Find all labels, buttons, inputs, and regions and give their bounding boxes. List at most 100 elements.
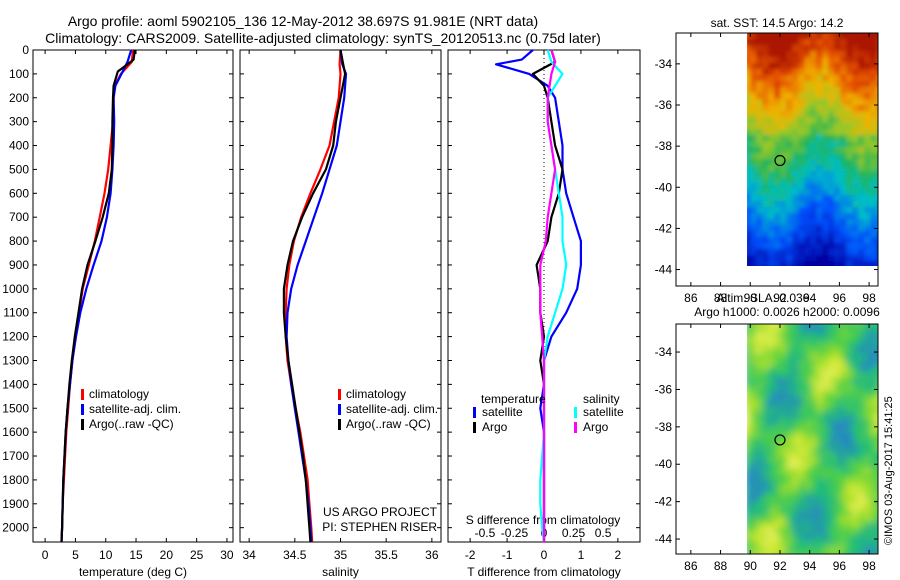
sla-map-cell: [870, 522, 877, 529]
sla-map-cell: [810, 486, 817, 493]
sla-map-cell: [834, 522, 841, 529]
sla-map-cell: [876, 468, 878, 475]
sst-map-cell: [846, 255, 853, 262]
sla-map-cell: [876, 420, 878, 427]
sla-map-cell: [780, 450, 787, 457]
sst-map-cell: [858, 249, 865, 256]
sla-map-title1: Altim. SLA: 0.036: [717, 291, 810, 305]
sla-map-cell: [762, 486, 769, 493]
sla-map-cell: [852, 426, 859, 433]
sst-map-cell: [810, 117, 817, 124]
sst-map-cell: [768, 219, 775, 226]
sst-map-cell: [864, 237, 871, 244]
sst-map-cell: [870, 183, 877, 190]
sla-map-xtick-label: 88: [714, 559, 728, 573]
sst-map-cell: [780, 63, 787, 70]
sla-map-cell: [768, 486, 775, 493]
sst-map-cell: [882, 111, 889, 118]
sst-map-cell: [780, 249, 787, 256]
sla-map-cell: [792, 342, 799, 349]
sla-map-cell: [852, 444, 859, 451]
sla-map-cell: [882, 552, 889, 559]
depth-tick-label: 500: [9, 162, 29, 176]
sst-map-cell: [834, 267, 841, 274]
sst-map-cell: [786, 147, 793, 154]
sla-map-cell: [876, 522, 878, 529]
sst-map-cell: [756, 135, 763, 142]
sst-map-cell: [858, 219, 865, 226]
sla-map-cell: [750, 360, 757, 367]
sla-map-cell: [786, 366, 793, 373]
sla-map-cell: [846, 342, 853, 349]
sst-map-cell: [756, 183, 763, 190]
sst-map-cell: [858, 33, 865, 40]
sla-map-cell: [804, 462, 811, 469]
sst-map-cell: [792, 99, 799, 106]
sst-map-cell: [864, 183, 871, 190]
sla-map-cell: [762, 384, 769, 391]
sla-map-cell: [774, 354, 781, 361]
sla-map-cell: [876, 336, 878, 343]
sst-map-cell: [864, 267, 871, 274]
sla-map-cell: [816, 450, 823, 457]
sst-map-cell: [870, 123, 877, 130]
sla-map-cell: [870, 540, 877, 547]
sla-map-cell: [822, 522, 829, 529]
sst-map-cell: [816, 237, 823, 244]
salinity-series-red: [284, 49, 342, 543]
sst-map-cell: [810, 81, 817, 88]
sla-map-cell: [858, 366, 865, 373]
sst-map-cell: [768, 123, 775, 130]
sst-map-cell: [786, 123, 793, 130]
sst-map-cell: [852, 69, 859, 76]
sst-map-cell: [828, 189, 835, 196]
sla-map-cell: [756, 528, 763, 535]
sst-map-cell: [804, 63, 811, 70]
sla-map-cell: [798, 366, 805, 373]
sst-map-cell: [882, 177, 889, 184]
sla-map-cell: [846, 534, 853, 541]
sst-map-cell: [762, 183, 769, 190]
sst-map-cell: [780, 111, 787, 118]
sst-map-cell: [840, 231, 847, 238]
sla-map-cell: [786, 420, 793, 427]
sst-map-cell: [750, 225, 757, 232]
sla-map-cell: [810, 510, 817, 517]
sst-map-cell: [798, 93, 805, 100]
sst-map-cell: [804, 81, 811, 88]
sla-map-cell: [840, 420, 847, 427]
salinity-series-black: [282, 49, 347, 543]
sla-map-cell: [798, 378, 805, 385]
sla-map-cell: [768, 414, 775, 421]
sst-map-cell: [864, 105, 871, 112]
sla-map-cell: [810, 390, 817, 397]
sst-map-cell: [882, 33, 889, 40]
sla-map-cell: [786, 480, 793, 487]
sla-map-cell: [852, 324, 859, 331]
sla-map-cell: [858, 384, 865, 391]
sst-map-cell: [768, 39, 775, 46]
sla-map-cell: [822, 330, 829, 337]
sla-map-cell: [804, 408, 811, 415]
sst-map-cell: [762, 237, 769, 244]
sst-map-cell: [768, 183, 775, 190]
sst-map-cell: [798, 105, 805, 112]
sst-map-cell: [822, 183, 829, 190]
sla-map-cell: [756, 438, 763, 445]
sla-map-cell: [870, 336, 877, 343]
sst-map-cell: [774, 39, 781, 46]
sst-map-cell: [762, 57, 769, 64]
pi-annotation: PI: STEPHEN RISER: [322, 520, 437, 534]
sst-map-cell: [870, 195, 877, 202]
sst-map-cell: [852, 81, 859, 88]
sla-map-cell: [882, 546, 889, 553]
sla-map-cell: [858, 450, 865, 457]
sla-map-cell: [846, 378, 853, 385]
sst-map-cell: [747, 105, 751, 112]
sst-map-cell: [774, 75, 781, 82]
sla-map-cell: [876, 558, 883, 565]
sst-map-cell: [852, 153, 859, 160]
sla-map-cell: [762, 522, 769, 529]
sst-map-cell: [747, 147, 751, 154]
sst-map-cell: [786, 153, 793, 160]
